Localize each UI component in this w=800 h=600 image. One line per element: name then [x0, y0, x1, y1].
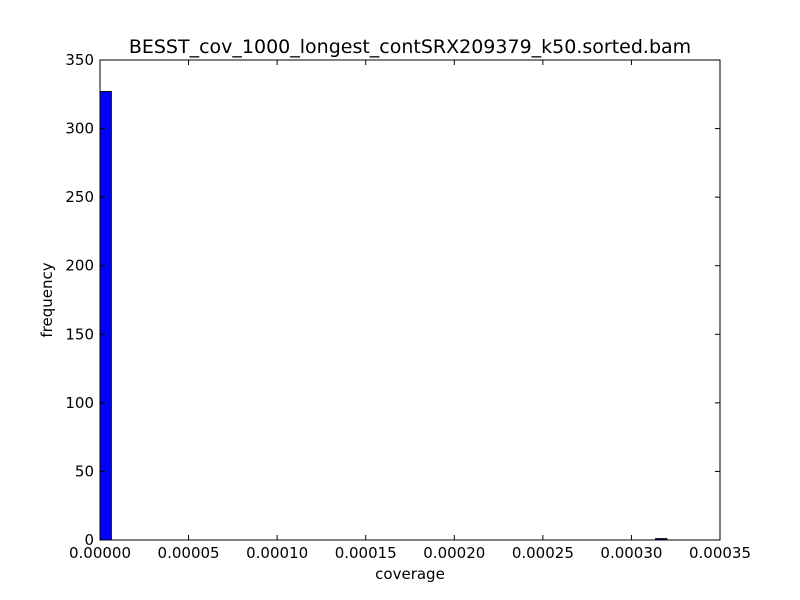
y-tick-label: 100 [65, 394, 94, 412]
x-tick-label: 0.00015 [335, 544, 397, 562]
histogram-bar-0 [99, 91, 112, 541]
y-tick-label: 150 [65, 325, 94, 343]
x-tick-label: 0.00005 [158, 544, 220, 562]
x-tick-label: 0.00035 [689, 544, 751, 562]
x-tick-label: 0.00000 [69, 544, 131, 562]
y-tick-label: 250 [65, 188, 94, 206]
y-tick-label: 350 [65, 51, 94, 69]
x-tick-label: 0.00030 [600, 544, 662, 562]
plot-area-frame [99, 59, 721, 541]
ticks-group: 0.00000 0.00005 0.00010 0.00015 0.00020 0.000… [65, 51, 751, 562]
y-tick-label: 50 [75, 462, 94, 480]
chart-title: BESST_cov_1000_longest_contSRX209379_k50… [129, 36, 691, 58]
x-axis-title: coverage [375, 565, 445, 583]
y-axis-title: frequency [38, 262, 56, 337]
x-tick-label: 0.00020 [423, 544, 485, 562]
y-tick-label: 200 [65, 257, 94, 275]
y-tick-label: 0 [84, 531, 94, 549]
y-tick-label: 300 [65, 120, 94, 138]
x-tick-label: 0.00010 [246, 544, 308, 562]
x-tick-label: 0.00025 [512, 544, 574, 562]
